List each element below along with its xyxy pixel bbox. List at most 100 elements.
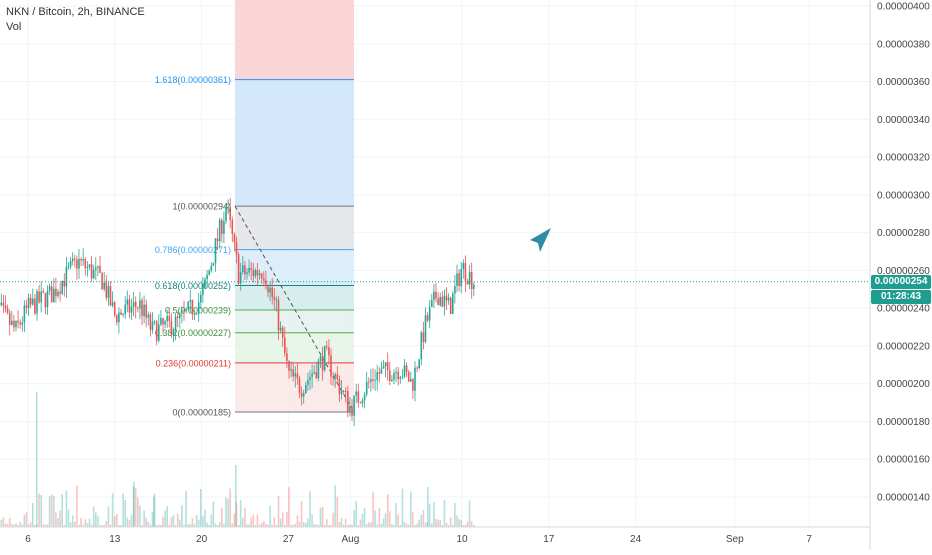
volume-bar: [374, 510, 376, 527]
volume-bar: [449, 517, 452, 527]
candle-body: [254, 270, 257, 277]
volume-bar: [92, 506, 95, 527]
candle-body: [258, 273, 261, 276]
volume-bar: [414, 524, 416, 527]
volume-bar: [120, 525, 122, 527]
volume-bar: [321, 506, 324, 527]
volume-bar: [281, 512, 284, 527]
candle-body: [242, 265, 244, 273]
grid: [0, 0, 870, 527]
candle-body: [397, 371, 399, 380]
volume-bar: [46, 524, 49, 527]
candle-body: [63, 280, 66, 287]
candle-body: [101, 272, 103, 290]
candle-body: [137, 307, 139, 309]
candle-body: [307, 379, 309, 386]
candle-body: [53, 288, 55, 303]
candle-body: [229, 207, 231, 220]
fibonacci-retracement[interactable]: 1.618(0.00000361) 1(0.00000294) 0.786(0.00…: [155, 0, 355, 418]
candle-body: [279, 327, 282, 331]
volume-bar: [380, 523, 383, 527]
candle-body: [210, 265, 213, 271]
volume-bar: [248, 524, 250, 527]
candle-body: [300, 392, 303, 397]
volume-bar: [269, 505, 271, 527]
volume-bar: [80, 518, 82, 527]
candle-body: [179, 313, 181, 319]
candle-body: [344, 391, 347, 392]
volume-bar: [378, 508, 381, 527]
candle-body: [65, 266, 68, 287]
volume-bar: [61, 493, 63, 527]
candle-body: [401, 376, 404, 378]
candle-body: [227, 207, 229, 209]
volume-bar: [155, 524, 158, 527]
volume-bar: [124, 500, 126, 527]
volume-bar: [174, 524, 177, 527]
volume-bar: [223, 523, 225, 527]
x-tick-label: 13: [109, 534, 121, 545]
volume-bar: [11, 524, 13, 527]
volume-bar: [330, 524, 332, 527]
time-axis[interactable]: 6 13 20 27 Aug 10 17 24 Sep 7: [0, 526, 870, 545]
candle-body: [418, 359, 420, 369]
volume-bar: [351, 524, 353, 527]
volume-bar: [426, 522, 429, 527]
fib-zone: [235, 362, 354, 413]
candle-body: [218, 219, 221, 242]
volume-bar: [227, 498, 229, 527]
price-axis[interactable]: 0.00000400 0.00000380 0.00000360 0.00000340…: [869, 0, 930, 550]
volume-bar: [447, 524, 450, 527]
volume-bar: [0, 519, 3, 527]
y-tick-label: 0.00000400: [877, 2, 930, 13]
candle-body: [2, 302, 5, 306]
candle-body: [67, 266, 70, 268]
candle-body: [11, 320, 13, 325]
candle-body: [342, 391, 345, 392]
candle-body: [212, 263, 215, 266]
volume-bar: [418, 519, 420, 527]
volume-bar: [147, 521, 150, 527]
candle-body: [269, 287, 271, 293]
volume-bar: [90, 524, 93, 527]
candle-body: [420, 332, 423, 360]
volume-bar: [407, 524, 410, 527]
fib-level-label: 1(0.00000294): [172, 202, 231, 212]
candle-body: [309, 377, 311, 380]
volume-bar: [393, 524, 395, 527]
candle-body: [166, 315, 168, 322]
volume-bar: [395, 502, 397, 527]
candle-body: [290, 369, 292, 371]
volume-bar: [216, 524, 219, 527]
candle-body: [206, 274, 208, 280]
volume-bar: [296, 515, 299, 527]
volume-bar: [416, 523, 418, 527]
candle-body: [23, 305, 26, 323]
candle-body: [214, 238, 217, 264]
volume-bar: [32, 503, 34, 527]
candle-body: [103, 282, 105, 290]
candle-body: [162, 317, 164, 325]
candle-body: [328, 347, 330, 356]
candle-body: [149, 314, 152, 330]
candle-body: [29, 297, 32, 305]
volume-bar: [231, 523, 234, 527]
fib-level-label: 1.618(0.00000361): [155, 75, 231, 85]
candle-body: [458, 273, 460, 287]
volume-bar: [99, 524, 101, 527]
candle-body: [141, 300, 143, 317]
countdown-badge: 01:28:43: [871, 289, 931, 304]
volume-bar: [25, 511, 28, 527]
candle-body: [292, 369, 294, 377]
candle-body: [34, 298, 36, 314]
candle-body: [158, 324, 160, 341]
volume-bar: [105, 521, 108, 527]
volume-bar: [277, 495, 280, 527]
candle-body: [250, 267, 252, 270]
volume-bar: [405, 523, 408, 527]
volume-bar: [439, 520, 441, 527]
volume-bar: [235, 502, 238, 527]
candle-body: [256, 270, 259, 276]
